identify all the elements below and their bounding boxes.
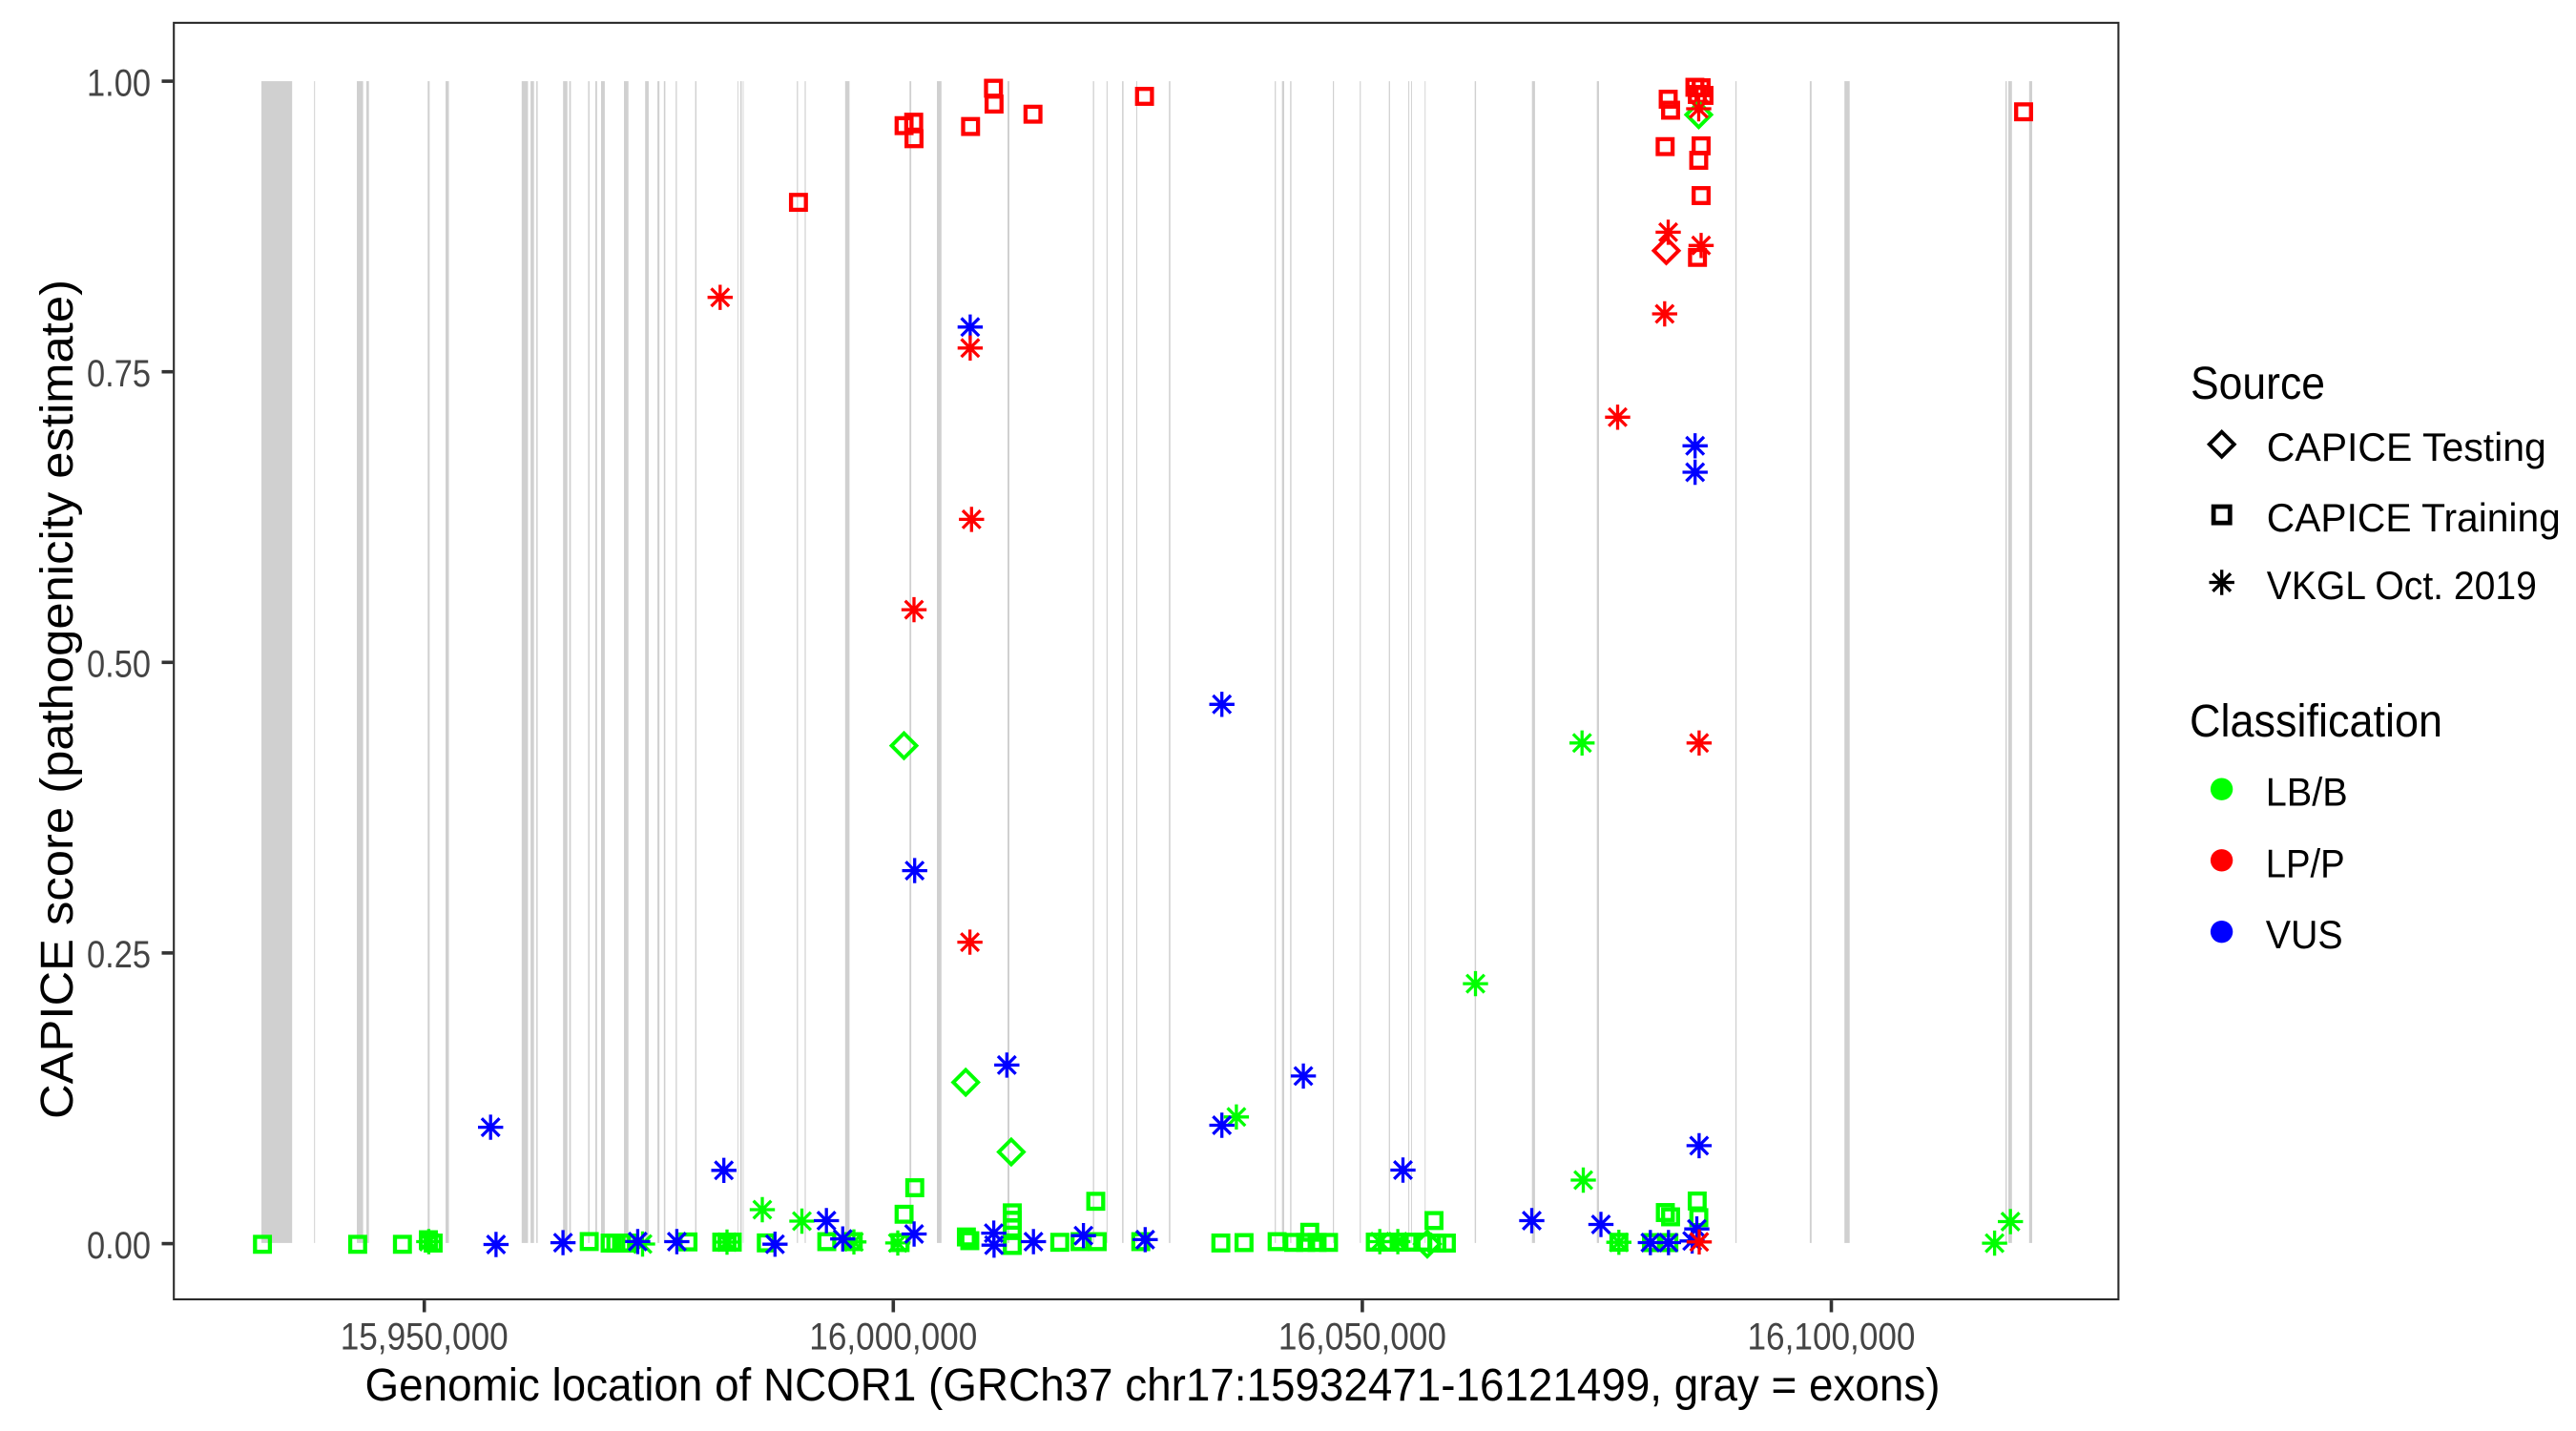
- svg-text:Source: Source: [2191, 359, 2325, 409]
- svg-text:16,000,000: 16,000,000: [809, 1317, 977, 1358]
- svg-text:CAPICE Training: CAPICE Training: [2267, 495, 2561, 540]
- svg-text:0.00: 0.00: [87, 1225, 151, 1267]
- svg-text:16,100,000: 16,100,000: [1748, 1317, 1916, 1358]
- svg-text:1.00: 1.00: [87, 62, 151, 104]
- svg-text:0.50: 0.50: [87, 644, 151, 686]
- svg-text:16,050,000: 16,050,000: [1278, 1317, 1446, 1358]
- svg-text:VKGL Oct. 2019: VKGL Oct. 2019: [2267, 563, 2537, 608]
- svg-text:0.75: 0.75: [87, 353, 151, 395]
- svg-text:Genomic location of NCOR1 (GRC: Genomic location of NCOR1 (GRCh37 chr17:…: [365, 1360, 1941, 1411]
- svg-text:LP/P: LP/P: [2266, 840, 2345, 885]
- svg-text:15,950,000: 15,950,000: [341, 1317, 509, 1358]
- svg-text:CAPICE Testing: CAPICE Testing: [2267, 425, 2546, 469]
- svg-text:VUS: VUS: [2266, 912, 2343, 957]
- svg-text:LB/B: LB/B: [2266, 770, 2348, 815]
- svg-text:Classification: Classification: [2190, 696, 2442, 747]
- svg-text:CAPICE score (pathogenicity es: CAPICE score (pathogenicity estimate): [32, 280, 83, 1119]
- svg-text:0.25: 0.25: [87, 934, 151, 976]
